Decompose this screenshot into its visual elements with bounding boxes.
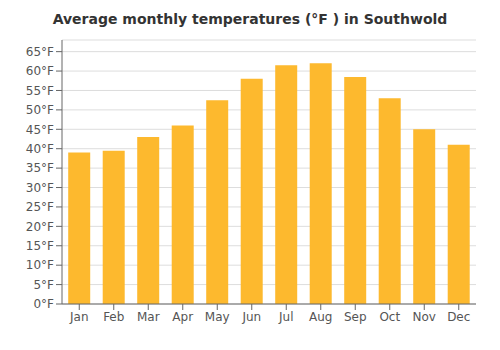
svg-text:Jun: Jun — [241, 310, 261, 324]
svg-text:Jul: Jul — [278, 310, 293, 324]
svg-text:0°F: 0°F — [33, 297, 54, 311]
svg-text:Nov: Nov — [413, 310, 436, 324]
svg-text:Mar: Mar — [137, 310, 160, 324]
svg-text:Apr: Apr — [172, 310, 193, 324]
svg-text:35°F: 35°F — [26, 161, 54, 175]
svg-text:45°F: 45°F — [26, 123, 54, 137]
svg-text:May: May — [205, 310, 230, 324]
svg-text:Sep: Sep — [344, 310, 367, 324]
svg-text:Aug: Aug — [309, 310, 332, 324]
svg-text:60°F: 60°F — [26, 64, 54, 78]
svg-text:15°F: 15°F — [26, 239, 54, 253]
svg-text:40°F: 40°F — [26, 142, 54, 156]
svg-text:25°F: 25°F — [26, 200, 54, 214]
html-text:Average monthly temperatures (: Average monthly temperatures (°F ) in So… — [52, 11, 448, 27]
svg-text:Feb: Feb — [103, 310, 124, 324]
svg-text:50°F: 50°F — [26, 103, 54, 117]
svg-text:Dec: Dec — [447, 310, 470, 324]
svg-text:65°F: 65°F — [26, 45, 54, 59]
svg-text:Oct: Oct — [379, 310, 400, 324]
svg-text:30°F: 30°F — [26, 181, 54, 195]
svg-text:Jan: Jan — [69, 310, 89, 324]
svg-text:5°F: 5°F — [33, 278, 54, 292]
svg-text:10°F: 10°F — [26, 258, 54, 272]
svg-text:55°F: 55°F — [26, 84, 54, 98]
svg-text:20°F: 20°F — [26, 220, 54, 234]
